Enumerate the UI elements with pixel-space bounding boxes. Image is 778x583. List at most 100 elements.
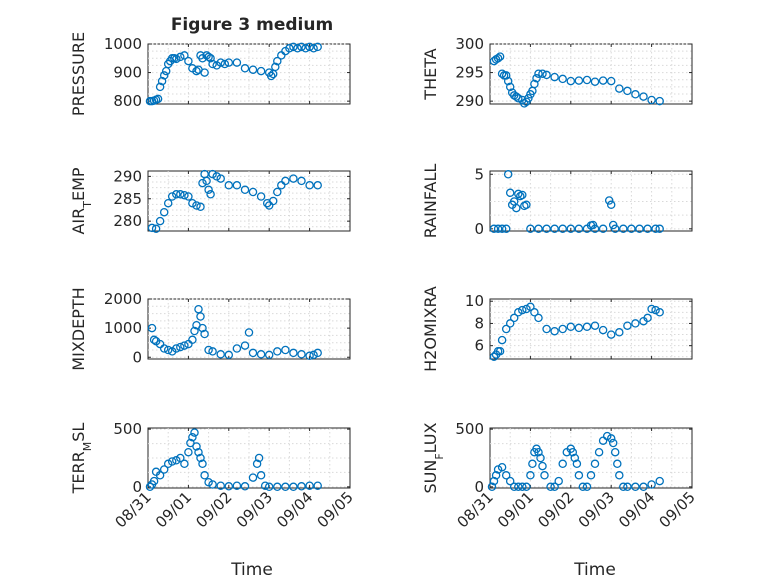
data-point — [216, 481, 225, 490]
data-point — [196, 202, 205, 212]
data-point — [232, 481, 242, 490]
data-point — [518, 190, 527, 200]
data-point — [167, 192, 177, 201]
x-tick-label: 09/05 — [314, 488, 357, 531]
data-point — [147, 223, 157, 233]
data-point — [281, 482, 290, 492]
y-axis-label-3: RAINFALL — [421, 164, 440, 239]
data-point — [206, 190, 215, 199]
data-point — [281, 176, 290, 186]
data-point — [264, 482, 274, 492]
data-point — [487, 482, 497, 492]
data-point — [590, 459, 600, 469]
y-tick-label: 290 — [455, 92, 484, 110]
data-point — [176, 190, 185, 199]
data-point — [297, 350, 306, 359]
data-point — [578, 482, 588, 492]
y-tick-label: 0 — [132, 348, 142, 366]
data-point — [598, 325, 608, 335]
data-point — [232, 344, 242, 353]
data-point — [532, 74, 541, 83]
data-point — [172, 344, 181, 353]
data-point — [244, 328, 254, 337]
data-point — [526, 224, 535, 234]
subplot-rainfall: 0 5 RAINFALL — [421, 164, 693, 239]
data-point — [505, 188, 515, 198]
data-point — [651, 305, 660, 315]
data-point — [155, 471, 165, 480]
data-point — [176, 52, 185, 62]
data-point — [606, 434, 616, 443]
data-point — [248, 65, 258, 74]
data-point — [159, 71, 169, 80]
data-point — [145, 482, 155, 492]
data-point — [514, 94, 523, 103]
subplot-mixdepth: 0 1000 2000 MIXDEPTH — [69, 287, 351, 371]
data-point — [192, 201, 201, 210]
y-tick-label: 300 — [455, 35, 484, 53]
data-point — [224, 58, 234, 67]
x-tick-label: 09/01 — [494, 488, 537, 531]
data-point — [155, 216, 165, 226]
data-point — [196, 312, 205, 321]
data-point — [550, 326, 559, 336]
data-point — [518, 305, 527, 315]
data-point — [514, 482, 523, 492]
data-point — [542, 70, 551, 80]
data-point — [216, 174, 225, 183]
data-point — [627, 224, 636, 234]
data-point — [631, 90, 640, 99]
data-point — [200, 68, 209, 77]
data-point — [639, 92, 648, 101]
data-point — [313, 181, 322, 190]
data-point — [232, 58, 242, 67]
data-point — [305, 181, 314, 190]
data-point — [574, 224, 584, 234]
data-point — [163, 198, 173, 208]
data-point — [297, 42, 306, 52]
data-point — [147, 323, 157, 333]
data-point — [489, 476, 499, 486]
data-point — [256, 66, 266, 76]
subplot-theta: 290 295 300 THETA — [421, 35, 693, 110]
data-point — [554, 476, 563, 486]
data-point — [558, 224, 567, 234]
data-point — [159, 344, 169, 353]
data-point — [501, 324, 511, 334]
data-point — [501, 71, 511, 80]
data-point — [608, 438, 618, 448]
data-point — [313, 42, 322, 52]
data-point — [558, 74, 567, 84]
data-point — [639, 482, 648, 492]
data-point — [204, 345, 213, 355]
data-point — [254, 453, 264, 463]
data-point — [501, 471, 511, 480]
y-tick-label: 0 — [132, 478, 142, 496]
data-point — [172, 190, 181, 199]
data-point — [248, 187, 258, 197]
y-tick-label: 800 — [113, 92, 142, 110]
data-point — [305, 481, 314, 490]
data-point — [647, 304, 656, 314]
data-point — [582, 322, 592, 332]
data-point — [651, 224, 660, 234]
data-point — [566, 76, 576, 86]
data-point — [495, 346, 505, 356]
figure-title: Figure 3 medium — [171, 15, 333, 35]
data-point — [149, 476, 159, 486]
data-point — [167, 457, 177, 466]
data-point — [610, 447, 620, 457]
data-point — [594, 447, 604, 457]
data-point — [503, 76, 513, 86]
data-point — [505, 82, 515, 92]
data-point — [180, 51, 189, 60]
data-point — [297, 482, 306, 491]
data-point — [528, 459, 537, 469]
data-point — [501, 224, 511, 234]
data-point — [240, 64, 250, 73]
y-tick-label: 10 — [465, 292, 484, 310]
data-point — [572, 459, 582, 469]
data-point — [536, 453, 545, 463]
y-axis-label-0: PRESSURE — [69, 32, 88, 116]
y-tick-label: 0 — [474, 478, 484, 496]
